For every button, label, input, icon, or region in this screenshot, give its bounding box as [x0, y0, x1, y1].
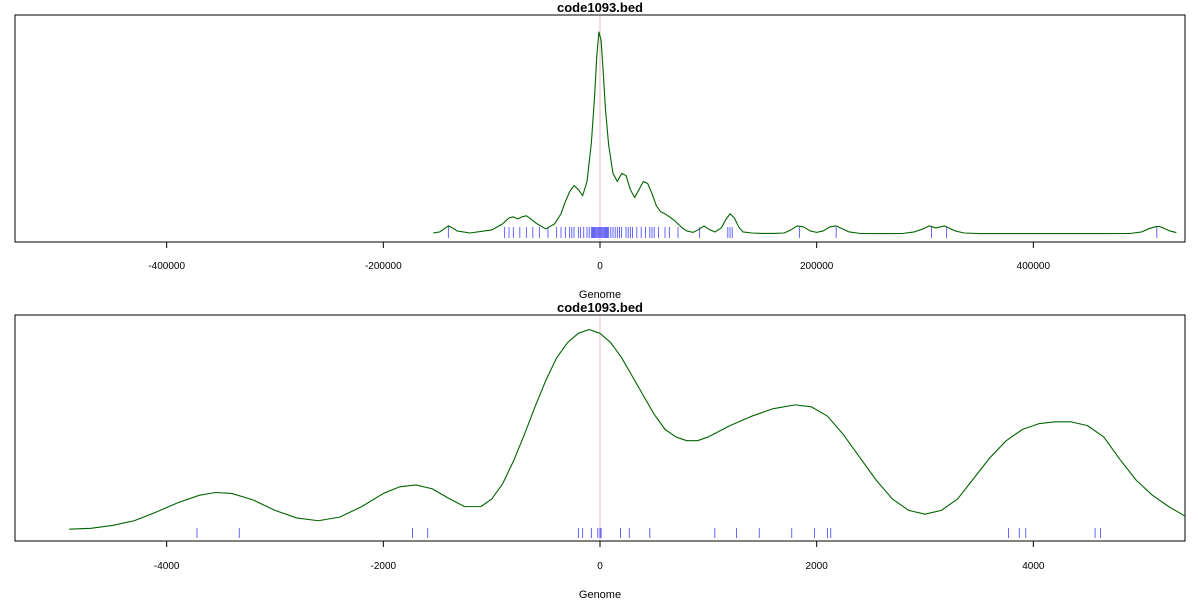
- density-series-top: [433, 31, 1177, 235]
- x-tick-label: -200000: [365, 261, 402, 272]
- density-line-bottom: [69, 328, 1186, 530]
- x-tick-label: 4000: [1022, 561, 1045, 572]
- density-panel-top: code1093.bed -400000 -200000 0 200000 400000…: [14, 0, 1186, 301]
- x-axis-ticks-bottom: -4000 -2000 0 2000 4000: [154, 541, 1045, 572]
- density-line-top: [433, 31, 1177, 235]
- x-tick-label: 400000: [1017, 261, 1051, 272]
- x-tick-label: -400000: [148, 261, 185, 272]
- x-axis-ticks-top: -400000 -200000 0 200000 400000: [148, 242, 1050, 272]
- panel-title-top: code1093.bed: [557, 0, 643, 15]
- density-panel-bottom: code1093.bed -4000 -2000 0 2000 4000 Genome: [14, 300, 1186, 600]
- rug-marks-top: [447, 227, 1158, 238]
- density-series-bottom: [69, 328, 1186, 530]
- x-tick-label: -2000: [371, 561, 397, 572]
- rug-marks-bottom: [196, 528, 1101, 538]
- x-tick-label: 0: [597, 261, 603, 272]
- panel-title-bottom: code1093.bed: [557, 300, 643, 315]
- x-tick-label: -4000: [154, 561, 180, 572]
- x-tick-label: 0: [597, 561, 603, 572]
- x-axis-label-bottom: Genome: [579, 589, 621, 600]
- x-tick-label: 200000: [800, 261, 834, 272]
- x-axis-label-top: Genome: [579, 289, 621, 301]
- x-tick-label: 2000: [806, 561, 829, 572]
